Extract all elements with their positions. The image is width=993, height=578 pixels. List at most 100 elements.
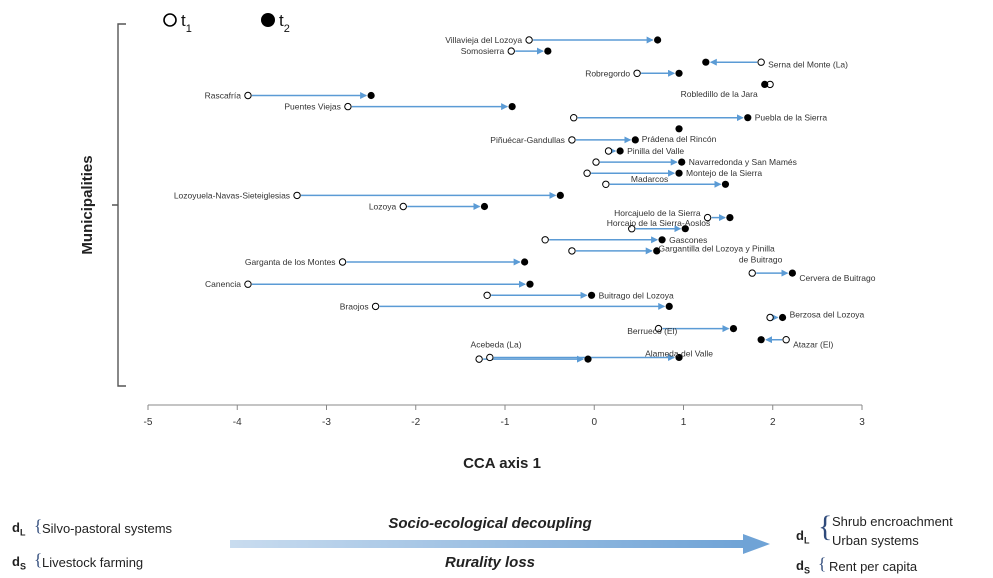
t2-point: [675, 69, 683, 77]
t1-point: [583, 169, 591, 177]
brace-right-1: {: [818, 510, 833, 543]
t2-point: [521, 258, 529, 266]
footer-arrow: [230, 534, 770, 554]
t1-point: [602, 180, 610, 189]
x-tick-label: 0: [591, 417, 597, 428]
point-label: Garganta de los Montes: [245, 257, 336, 267]
point-label: Puentes Viejas: [284, 102, 341, 112]
brace-left-2: {: [34, 550, 43, 569]
point-label: Piñuécar-Gandullas: [490, 135, 565, 145]
x-tick-label: -2: [411, 417, 420, 428]
t2-point: [675, 169, 683, 177]
x-tick-label: -1: [501, 417, 510, 428]
legend-t1-label: t1: [181, 11, 192, 35]
t2-point: [761, 80, 769, 88]
point-label: Villavieja del Lozoya: [445, 35, 522, 45]
point-label: Atazar (El): [793, 340, 833, 350]
t2-point: [678, 158, 686, 166]
points: [244, 36, 796, 363]
brace-left-1: {: [34, 516, 43, 535]
t1-point: [525, 36, 533, 44]
t1-point: [757, 58, 765, 66]
t2-point: [675, 125, 683, 133]
t1-point: [766, 313, 774, 322]
t2-point: [480, 202, 489, 211]
t2-point: [587, 291, 596, 299]
t1-point: [344, 102, 352, 111]
t2-point: [778, 313, 787, 322]
point-label: Horcajuelo de la Sierra: [614, 208, 701, 218]
t2-point: [658, 236, 666, 244]
point-label: Robledillo de la Jara: [681, 89, 758, 99]
t1-point: [570, 114, 578, 122]
t1-point: [541, 236, 549, 244]
t1-point: [399, 202, 407, 211]
t2-point: [702, 58, 710, 66]
t2-point: [544, 47, 552, 55]
point-label: Berrueco (El): [627, 326, 677, 336]
t1-point: [371, 302, 380, 311]
t2-point: [744, 114, 752, 122]
point-label: Acebeda (La): [471, 340, 522, 350]
t2-point: [653, 247, 661, 255]
t1-point: [507, 47, 515, 55]
t2-point: [721, 180, 730, 188]
t1-point: [592, 158, 600, 166]
t2-point: [616, 147, 624, 155]
ds-symbol-left: dS: [12, 554, 26, 572]
x-tick-label: 3: [859, 417, 865, 428]
point-label: Somosierra: [461, 46, 505, 56]
point-label: Gascones: [669, 235, 707, 245]
point-label: Serna del Monte (La): [768, 59, 848, 69]
legend-t2-label: t2: [279, 11, 290, 35]
point-label: Navarredonda y San Mamés: [689, 157, 797, 167]
point-label: Gargantilla del Lozoya y Pinilla de Buitr…: [659, 244, 783, 265]
point-label: Robregordo: [585, 68, 630, 78]
point-label: Berzosa del Lozoya: [790, 310, 865, 320]
t2-point: [556, 191, 564, 199]
x-tick-label: -5: [144, 417, 153, 428]
x-tick-label: -3: [322, 417, 331, 428]
footer-left-item-1: Silvo-pastoral systems: [42, 521, 173, 536]
point-label: Horcajo de la Sierra-Aoslos: [607, 218, 710, 228]
footer-right-item-3: Rent per capita: [829, 559, 918, 574]
t2-point: [681, 225, 689, 233]
point-label: Montejo de la Sierra: [686, 168, 762, 178]
chart: t1 t2 -5 -4 -3 -2 -1 0 1 2 3 Villavieja del Lozoy…: [79, 11, 876, 472]
footer-right-item-1: Shrub encroachment: [832, 514, 953, 529]
point-label: Pinilla del Valle: [627, 146, 684, 156]
point-label: Prádena del Rincón: [642, 134, 717, 144]
t2-point: [788, 269, 796, 277]
point-label: Puebla de la Sierra: [755, 113, 828, 123]
t1-point: [244, 280, 252, 288]
t1-point: [568, 247, 576, 255]
t2-point: [665, 302, 673, 310]
x-tick-label: 1: [681, 417, 687, 428]
x-axis-title: CCA axis 1: [463, 455, 541, 472]
t2-point: [367, 91, 375, 100]
t2-point: [757, 336, 765, 344]
t1-point: [748, 269, 756, 277]
t1-point: [475, 355, 483, 363]
y-axis-bracket: [112, 23, 126, 387]
point-label: Buitrago del Lozoya: [599, 290, 674, 300]
t1-point: [293, 191, 301, 200]
t2-point: [526, 280, 534, 288]
t1-point: [703, 213, 712, 222]
t1-point: [483, 291, 491, 299]
t2-point: [508, 103, 516, 111]
legend-t2-marker: [261, 13, 275, 27]
t2-point: [729, 325, 738, 333]
footer-right-item-2: Urban systems: [832, 533, 919, 548]
t1-point: [486, 353, 494, 362]
point-label: Madarcos: [631, 174, 668, 184]
t2-point: [631, 136, 639, 144]
x-tick-label: 2: [770, 417, 776, 428]
t1-point: [338, 258, 347, 266]
footer-center-bottom: Rurality loss: [444, 554, 536, 571]
dl-symbol-left: dL: [12, 520, 26, 538]
t1-point: [654, 324, 663, 333]
point-label: Alameda del Valle: [645, 349, 713, 359]
t2-point: [584, 355, 592, 363]
